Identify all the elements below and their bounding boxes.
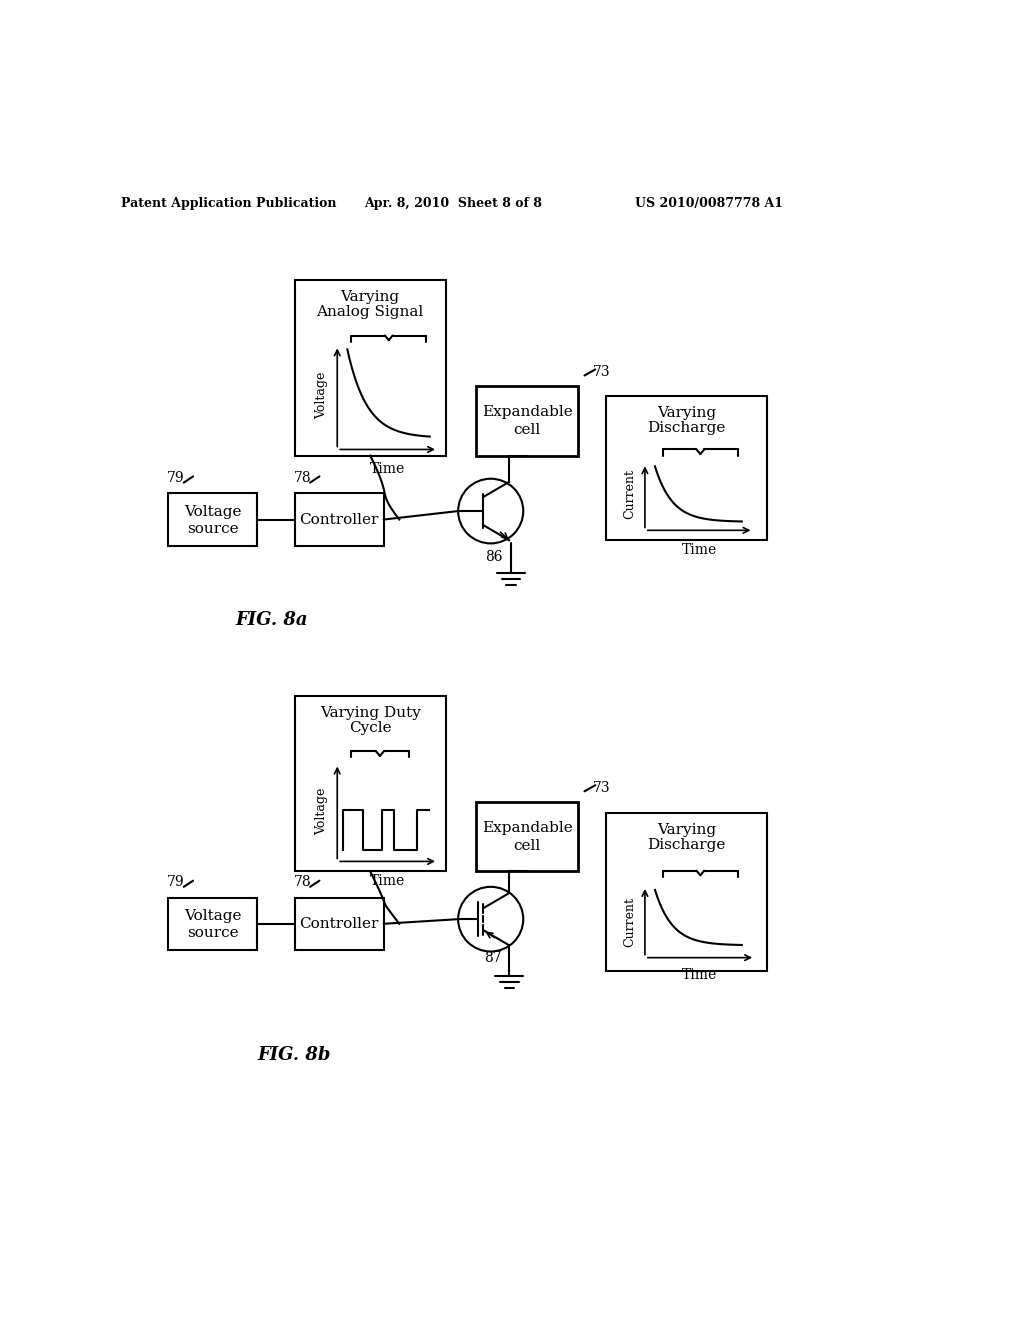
Bar <box>476 387 579 455</box>
Text: Controller: Controller <box>299 512 379 527</box>
Text: Time: Time <box>682 968 717 982</box>
Text: Analog Signal: Analog Signal <box>316 305 424 319</box>
Bar <box>295 494 384 545</box>
Text: Time: Time <box>370 462 406 475</box>
Text: Discharge: Discharge <box>647 421 726 434</box>
Text: US 2010/0087778 A1: US 2010/0087778 A1 <box>635 197 783 210</box>
Text: 87: 87 <box>484 952 502 965</box>
Text: Varying Duty: Varying Duty <box>319 706 421 719</box>
Bar <box>295 280 445 455</box>
Text: Expandable: Expandable <box>481 405 572 418</box>
Text: Apr. 8, 2010  Sheet 8 of 8: Apr. 8, 2010 Sheet 8 of 8 <box>365 197 543 210</box>
Text: Time: Time <box>682 543 717 557</box>
Text: 78: 78 <box>294 875 311 890</box>
Text: Voltage: Voltage <box>184 504 242 519</box>
Text: 86: 86 <box>485 550 503 564</box>
Bar <box>295 898 384 950</box>
Text: 79: 79 <box>167 875 185 890</box>
Text: Voltage: Voltage <box>184 909 242 923</box>
Text: Time: Time <box>370 874 406 887</box>
Text: 73: 73 <box>593 781 610 795</box>
Bar <box>606 813 767 970</box>
Text: 78: 78 <box>294 471 311 484</box>
Bar <box>168 494 257 545</box>
Text: cell: cell <box>513 424 541 437</box>
Text: FIG. 8b: FIG. 8b <box>258 1047 332 1064</box>
Bar <box>295 696 445 871</box>
Text: 79: 79 <box>167 471 185 484</box>
Text: Current: Current <box>623 898 636 948</box>
Text: Patent Application Publication: Patent Application Publication <box>121 197 337 210</box>
Text: 73: 73 <box>593 366 610 379</box>
Text: Varying: Varying <box>656 822 716 837</box>
Text: Current: Current <box>623 469 636 519</box>
Text: source: source <box>187 521 239 536</box>
Text: Varying: Varying <box>656 405 716 420</box>
Text: Expandable: Expandable <box>481 821 572 834</box>
Bar <box>476 803 579 871</box>
Text: Cycle: Cycle <box>349 721 391 735</box>
Text: Voltage: Voltage <box>315 788 329 836</box>
Bar <box>606 396 767 540</box>
Text: Discharge: Discharge <box>647 838 726 853</box>
Text: FIG. 8a: FIG. 8a <box>236 611 307 630</box>
Bar <box>168 898 257 950</box>
Text: source: source <box>187 927 239 940</box>
Text: Varying: Varying <box>341 290 399 304</box>
Text: Voltage: Voltage <box>315 372 329 420</box>
Text: Controller: Controller <box>299 917 379 931</box>
Text: cell: cell <box>513 840 541 853</box>
